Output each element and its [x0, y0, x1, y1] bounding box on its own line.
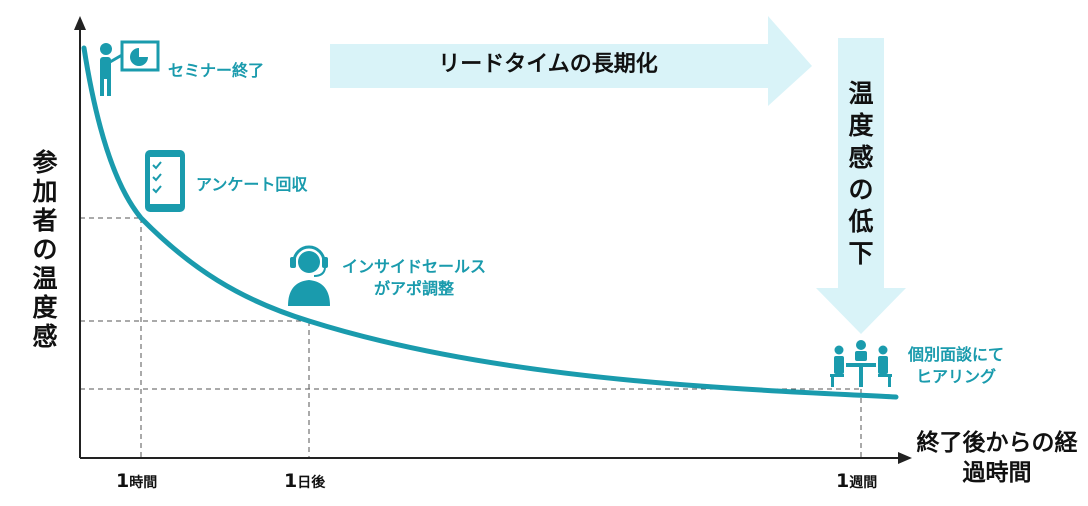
tick-1-hour: 1時間 [116, 470, 157, 492]
milestone-label-line1: インサイドセールス [342, 257, 487, 276]
lead-time-arrow [330, 16, 812, 106]
milestone-meeting: 個別面談にて ヒアリング [908, 344, 1004, 388]
y-axis-arrowhead [74, 16, 86, 30]
temperature-drop-label: 温度感の低下 [848, 79, 874, 268]
tick-unit: 週間 [849, 475, 878, 491]
headset-operator-icon [288, 245, 330, 306]
tick-1-day: 1日後 [284, 470, 325, 492]
tick-1-week: 1週間 [836, 470, 877, 492]
x-axis-arrowhead [898, 452, 912, 464]
tablet-checklist-icon [145, 150, 185, 212]
milestone-survey: アンケート回収 [196, 174, 307, 196]
milestone-label-line2: ヒアリング [916, 367, 997, 386]
milestone-label-line1: 個別面談にて [908, 345, 1005, 364]
milestone-label: アンケート回収 [196, 175, 308, 194]
tick-number: 1 [116, 470, 130, 492]
tick-number: 1 [836, 470, 850, 492]
milestone-label-line2: がアポ調整 [374, 279, 455, 298]
milestone-inside-sales: インサイドセールス がアポ調整 [342, 256, 486, 300]
tick-unit: 時間 [129, 475, 158, 491]
milestone-seminar-end: セミナー終了 [168, 60, 264, 82]
meeting-table-icon [830, 340, 892, 387]
tick-unit: 日後 [297, 475, 326, 491]
lead-time-label: リードタイムの長期化 [438, 52, 658, 77]
temperature-decay-curve [81, 45, 899, 400]
tick-number: 1 [284, 470, 298, 492]
presenter-icon [100, 40, 160, 96]
x-axis-title: 終了後からの経過時間 [916, 430, 1078, 486]
y-axis-title: 参加者の温度感 [32, 148, 58, 351]
milestone-label: セミナー終了 [168, 61, 265, 80]
temperature-drop-arrow [816, 38, 906, 334]
